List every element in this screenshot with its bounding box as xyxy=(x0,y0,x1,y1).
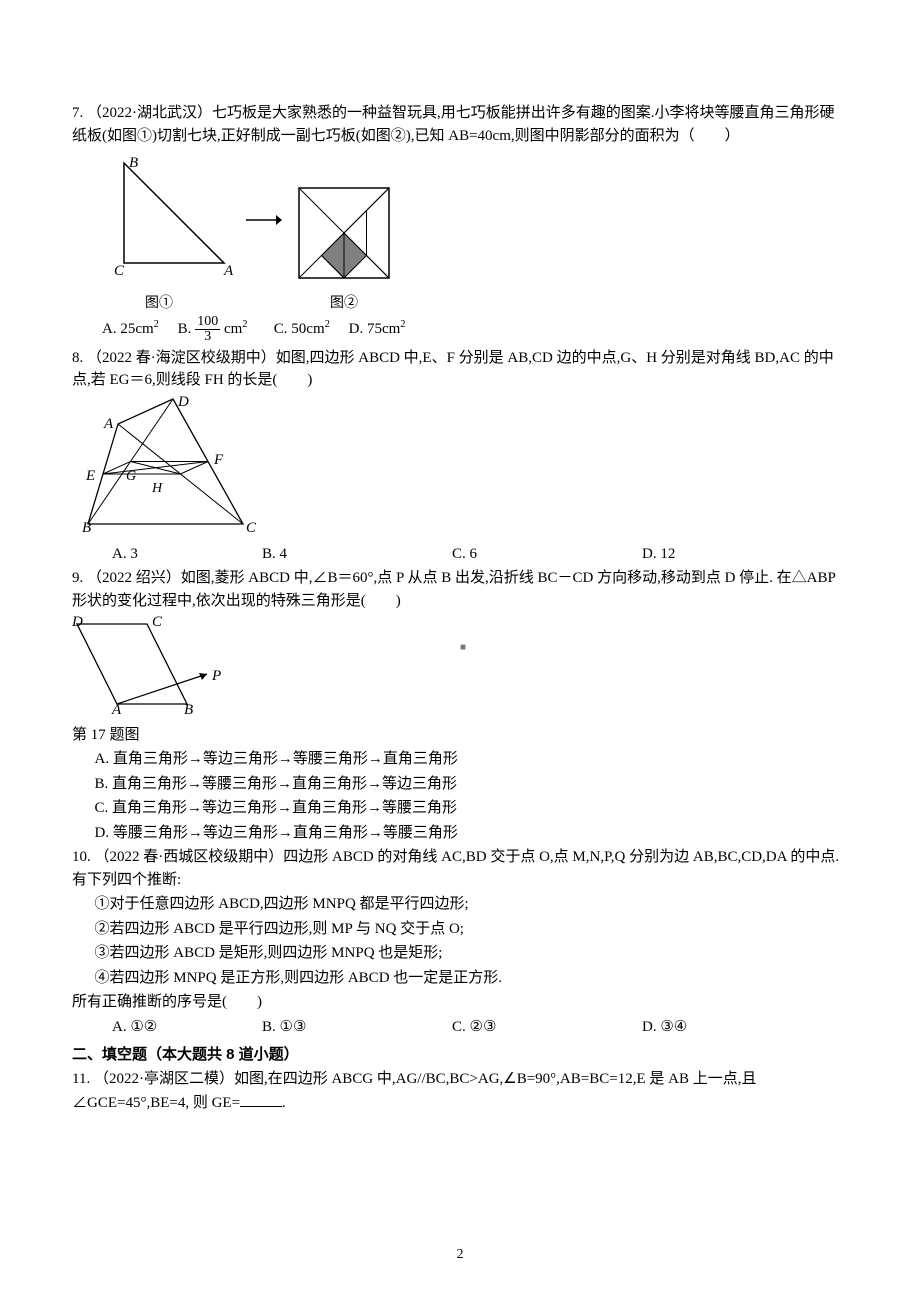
q8-choice-D: D. 12 xyxy=(642,543,675,566)
q8-source: （2022 春·海淀区校级期中） xyxy=(87,350,276,366)
q7-fig1-wrap: B C A 图① xyxy=(84,153,234,314)
q9-fig-caption: 第 17 题图 xyxy=(72,724,848,747)
q9-label-D: D xyxy=(72,614,83,630)
q8-fig-svg: D A F E G H B C xyxy=(78,394,258,534)
q8-choice-A: A. 3 xyxy=(112,543,138,566)
q8-label-A: A xyxy=(103,416,114,432)
q8-label-F: F xyxy=(213,452,224,468)
q9-label-P: P xyxy=(211,668,221,684)
q10-choice-B: B. ①③ xyxy=(262,1016,306,1039)
q10-source: （2022 春·西城区校级期中） xyxy=(95,849,284,865)
q7-choices: A. 25cm2 B. 1003 cm2 C. 50cm2 D. 75cm2 xyxy=(72,316,848,345)
q10-choices: A. ①② B. ①③ C. ②③ D. ③④ xyxy=(72,1016,848,1038)
q9-fig-svg: D C P A B xyxy=(72,614,242,714)
q7-fig2-wrap: 图② xyxy=(294,183,394,314)
q7-stem: 7. （2022·湖北武汉）七巧板是大家熟悉的一种益智玩具,用七巧板能拼出许多有… xyxy=(72,102,848,147)
q9-choice-D: D. 等腰三角形→等边三角形→直角三角形→等腰三角形 xyxy=(72,822,848,845)
q7-choice-B: B. 1003 cm2 xyxy=(178,321,248,337)
q8-label-H: H xyxy=(151,481,163,496)
q9-label-C: C xyxy=(152,614,163,630)
q9-text: 如图,菱形 ABCD 中,∠B＝60°,点 P 从点 B 出发,沿折线 BC－C… xyxy=(72,570,835,609)
page-number: 2 xyxy=(72,1244,848,1265)
q10-item4: ④若四边形 MNPQ 是正方形,则四边形 ABCD 也一定是正方形. xyxy=(72,967,848,990)
q9-number: 9. xyxy=(72,570,83,586)
q10-choice-A: A. ①② xyxy=(112,1016,157,1039)
q7-number: 7. xyxy=(72,105,83,121)
q7-fig1-B: B xyxy=(129,155,138,171)
q8-number: 8. xyxy=(72,350,83,366)
q7-choice-C: C. 50cm2 xyxy=(274,321,330,337)
q9-choice-A: A. 直角三角形→等边三角形→等腰三角形→直角三角形 xyxy=(72,748,848,771)
q9-source: （2022 绍兴） xyxy=(87,570,181,586)
q7-fig1-svg: B C A xyxy=(84,153,234,283)
q7-figures: B C A 图① 图② xyxy=(84,153,848,314)
arrow-icon xyxy=(244,210,284,258)
q11-stem: 11. （2022·亭湖区二模）如图,在四边形 ABCG 中,AG//BC,BC… xyxy=(72,1068,848,1114)
q10-choice-C: C. ②③ xyxy=(452,1016,496,1039)
q9-figure: D C P A B xyxy=(72,614,848,722)
q10-stem: 10. （2022 春·西城区校级期中）四边形 ABCD 的对角线 AC,BD … xyxy=(72,846,848,891)
q8-stem: 8. （2022 春·海淀区校级期中）如图,四边形 ABCD 中,E、F 分别是… xyxy=(72,347,848,392)
q8-label-C: C xyxy=(246,520,257,534)
q10-item2: ②若四边形 ABCD 是平行四边形,则 MP 与 NQ 交于点 O; xyxy=(72,918,848,941)
q10-number: 10. xyxy=(72,849,91,865)
q9-choice-B: B. 直角三角形→等腰三角形→直角三角形→等边三角形 xyxy=(72,773,848,796)
q8-choice-B: B. 4 xyxy=(262,543,287,566)
q7-fig2-svg xyxy=(294,183,394,283)
q8-label-B: B xyxy=(82,520,91,534)
q7-fig1-A: A xyxy=(223,263,234,279)
q11-text-b: . xyxy=(282,1095,286,1111)
q9-label-B: B xyxy=(184,702,193,714)
q11-number: 11. xyxy=(72,1071,90,1087)
q7-fig1-C: C xyxy=(114,263,125,279)
q8-label-D: D xyxy=(177,394,189,410)
q8-choice-C: C. 6 xyxy=(452,543,477,566)
q7-fig1-caption: 图① xyxy=(84,293,234,314)
q8-choices: A. 3 B. 4 C. 6 D. 12 xyxy=(72,543,848,565)
section2-heading: 二、填空题（本大题共 8 道小题） xyxy=(72,1044,848,1067)
q11-source: （2022·亭湖区二模） xyxy=(94,1071,234,1087)
center-dash-icon: ■ xyxy=(460,640,466,655)
q8-label-E: E xyxy=(85,468,95,484)
q11-blank xyxy=(240,1091,282,1107)
q9-label-A: A xyxy=(111,702,122,714)
q10-conclusion: 所有正确推断的序号是( ) xyxy=(72,991,848,1014)
q8-label-G: G xyxy=(126,469,136,484)
q10-item3: ③若四边形 ABCD 是矩形,则四边形 MNPQ 也是矩形; xyxy=(72,942,848,965)
q10-item1: ①对于任意四边形 ABCD,四边形 MNPQ 都是平行四边形; xyxy=(72,893,848,916)
q7-source: （2022·湖北武汉） xyxy=(87,105,212,121)
q7-fig2-caption: 图② xyxy=(294,293,394,314)
q10-choice-D: D. ③④ xyxy=(642,1016,687,1039)
q7-choice-D: D. 75cm2 xyxy=(349,321,406,337)
q7-choice-A: A. 25cm2 xyxy=(102,321,159,337)
q9-stem: 9. （2022 绍兴）如图,菱形 ABCD 中,∠B＝60°,点 P 从点 B… xyxy=(72,567,848,612)
q9-choice-C: C. 直角三角形→等边三角形→直角三角形→等腰三角形 xyxy=(72,797,848,820)
q8-figure: D A F E G H B C xyxy=(78,394,848,542)
